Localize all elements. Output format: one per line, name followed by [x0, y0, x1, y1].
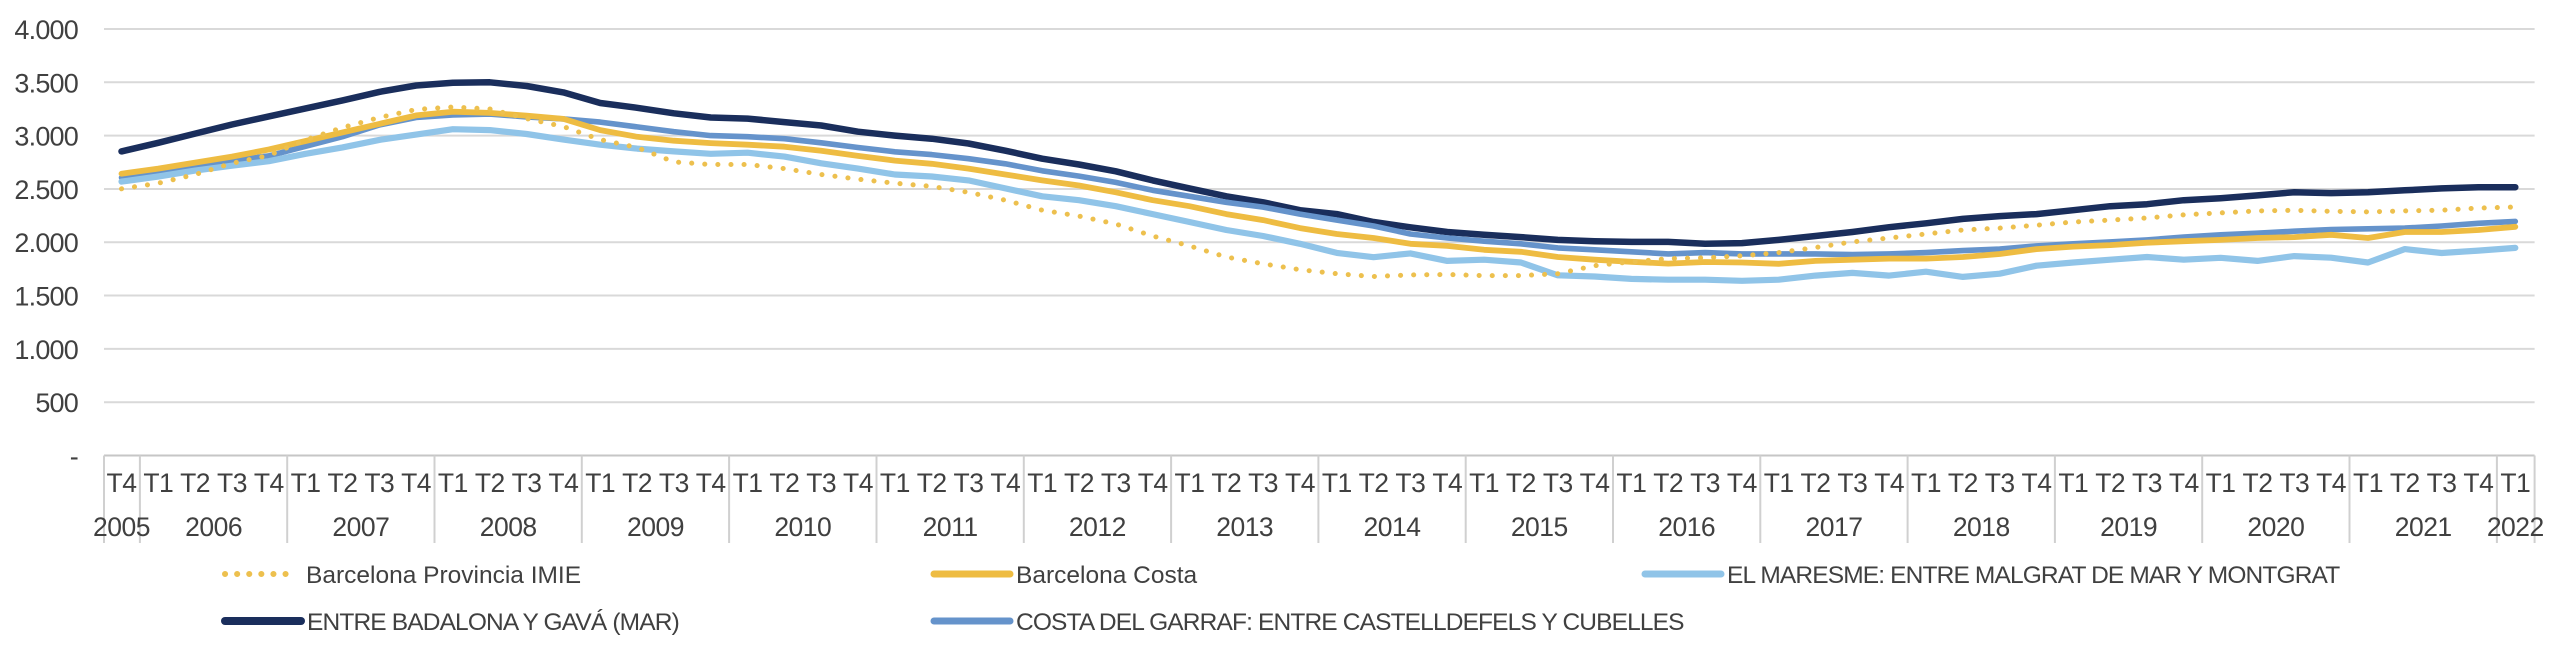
svg-text:2015: 2015	[1511, 512, 1568, 542]
svg-text:3.500: 3.500	[14, 68, 78, 98]
svg-text:2018: 2018	[1953, 512, 2010, 542]
svg-text:1.500: 1.500	[14, 282, 78, 312]
svg-text:T2: T2	[180, 468, 210, 498]
svg-text:COSTA DEL GARRAF: ENTRE CASTEL: COSTA DEL GARRAF: ENTRE CASTELLDEFELS Y …	[1016, 609, 1684, 636]
svg-text:2006: 2006	[185, 512, 242, 542]
svg-text:T2: T2	[1211, 468, 1241, 498]
svg-text:T2: T2	[2390, 468, 2420, 498]
svg-text:T1: T1	[585, 468, 615, 498]
svg-text:2014: 2014	[1364, 512, 1421, 542]
svg-text:2.500: 2.500	[14, 175, 78, 205]
svg-text:2008: 2008	[480, 512, 537, 542]
svg-text:T1: T1	[1027, 468, 1057, 498]
svg-text:T2: T2	[2095, 468, 2125, 498]
svg-text:1.000: 1.000	[14, 335, 78, 365]
svg-text:T2: T2	[622, 468, 652, 498]
svg-text:2007: 2007	[332, 512, 389, 542]
svg-text:T3: T3	[217, 468, 247, 498]
svg-text:T3: T3	[1985, 468, 2015, 498]
svg-text:T1: T1	[143, 468, 173, 498]
svg-text:T3: T3	[512, 468, 542, 498]
svg-text:T3: T3	[2279, 468, 2309, 498]
svg-text:2011: 2011	[923, 512, 978, 542]
svg-text:Barcelona Provincia IMIE: Barcelona Provincia IMIE	[306, 562, 581, 589]
svg-text:2009: 2009	[627, 512, 684, 542]
svg-text:T4: T4	[843, 468, 873, 498]
svg-text:T1: T1	[1764, 468, 1794, 498]
svg-text:T3: T3	[2132, 468, 2162, 498]
svg-text:2010: 2010	[774, 512, 831, 542]
svg-text:T2: T2	[1801, 468, 1831, 498]
svg-text:T4: T4	[2169, 468, 2199, 498]
svg-text:T4: T4	[2316, 468, 2346, 498]
svg-text:T1: T1	[291, 468, 321, 498]
svg-text:2013: 2013	[1216, 512, 1273, 542]
svg-text:T2: T2	[769, 468, 799, 498]
svg-text:T3: T3	[659, 468, 689, 498]
svg-text:T3: T3	[806, 468, 836, 498]
svg-text:T2: T2	[1359, 468, 1389, 498]
svg-text:Barcelona Costa: Barcelona Costa	[1016, 562, 1198, 589]
svg-text:T4: T4	[107, 468, 137, 498]
svg-text:3.000: 3.000	[14, 122, 78, 152]
svg-text:T2: T2	[1653, 468, 1683, 498]
svg-text:T1: T1	[438, 468, 468, 498]
svg-text:2019: 2019	[2100, 512, 2157, 542]
svg-text:T1: T1	[733, 468, 763, 498]
svg-text:T4: T4	[2463, 468, 2493, 498]
svg-text:T3: T3	[2427, 468, 2457, 498]
svg-text:T4: T4	[548, 468, 578, 498]
svg-text:2021: 2021	[2395, 512, 2452, 542]
svg-text:T3: T3	[1101, 468, 1131, 498]
svg-text:T4: T4	[1874, 468, 1904, 498]
svg-text:500: 500	[35, 388, 78, 418]
svg-text:T4: T4	[1285, 468, 1315, 498]
svg-text:T1: T1	[1322, 468, 1352, 498]
svg-text:T4: T4	[254, 468, 284, 498]
svg-text:4.000: 4.000	[14, 15, 78, 45]
svg-text:T1: T1	[1175, 468, 1205, 498]
svg-text:T3: T3	[1395, 468, 1425, 498]
svg-text:T4: T4	[1138, 468, 1168, 498]
svg-text:T2: T2	[1948, 468, 1978, 498]
svg-text:T2: T2	[328, 468, 358, 498]
svg-text:T1: T1	[2500, 468, 2530, 498]
svg-text:T4: T4	[1727, 468, 1757, 498]
svg-text:T2: T2	[917, 468, 947, 498]
svg-text:T1: T1	[2206, 468, 2236, 498]
svg-text:T1: T1	[1911, 468, 1941, 498]
svg-text:T3: T3	[1248, 468, 1278, 498]
svg-text:T4: T4	[696, 468, 726, 498]
svg-text:T4: T4	[1580, 468, 1610, 498]
svg-text:2016: 2016	[1658, 512, 1715, 542]
svg-text:T3: T3	[364, 468, 394, 498]
svg-text:2005: 2005	[93, 512, 150, 542]
svg-text:T4: T4	[2022, 468, 2052, 498]
svg-text:EL MARESME: ENTRE MALGRAT DE M: EL MARESME: ENTRE MALGRAT DE MAR Y MONTG…	[1727, 562, 2340, 589]
svg-text:T3: T3	[954, 468, 984, 498]
svg-text:T4: T4	[1432, 468, 1462, 498]
svg-text:T4: T4	[990, 468, 1020, 498]
svg-text:2022: 2022	[2487, 512, 2544, 542]
svg-text:T2: T2	[2243, 468, 2273, 498]
svg-text:T3: T3	[1837, 468, 1867, 498]
svg-text:2020: 2020	[2247, 512, 2304, 542]
svg-text:T1: T1	[880, 468, 910, 498]
svg-text:T1: T1	[1469, 468, 1499, 498]
svg-text:T3: T3	[1543, 468, 1573, 498]
svg-text:T1: T1	[2353, 468, 2383, 498]
svg-text:T1: T1	[2058, 468, 2088, 498]
svg-text:-: -	[70, 442, 78, 472]
svg-text:T2: T2	[475, 468, 505, 498]
svg-text:2.000: 2.000	[14, 228, 78, 258]
svg-text:T2: T2	[1506, 468, 1536, 498]
svg-text:ENTRE BADALONA Y GAVÁ (MAR): ENTRE BADALONA Y GAVÁ (MAR)	[307, 609, 679, 636]
svg-text:T3: T3	[1690, 468, 1720, 498]
svg-text:2012: 2012	[1069, 512, 1126, 542]
svg-text:T4: T4	[401, 468, 431, 498]
svg-text:T1: T1	[1616, 468, 1646, 498]
svg-text:T2: T2	[1064, 468, 1094, 498]
svg-text:2017: 2017	[1806, 512, 1863, 542]
